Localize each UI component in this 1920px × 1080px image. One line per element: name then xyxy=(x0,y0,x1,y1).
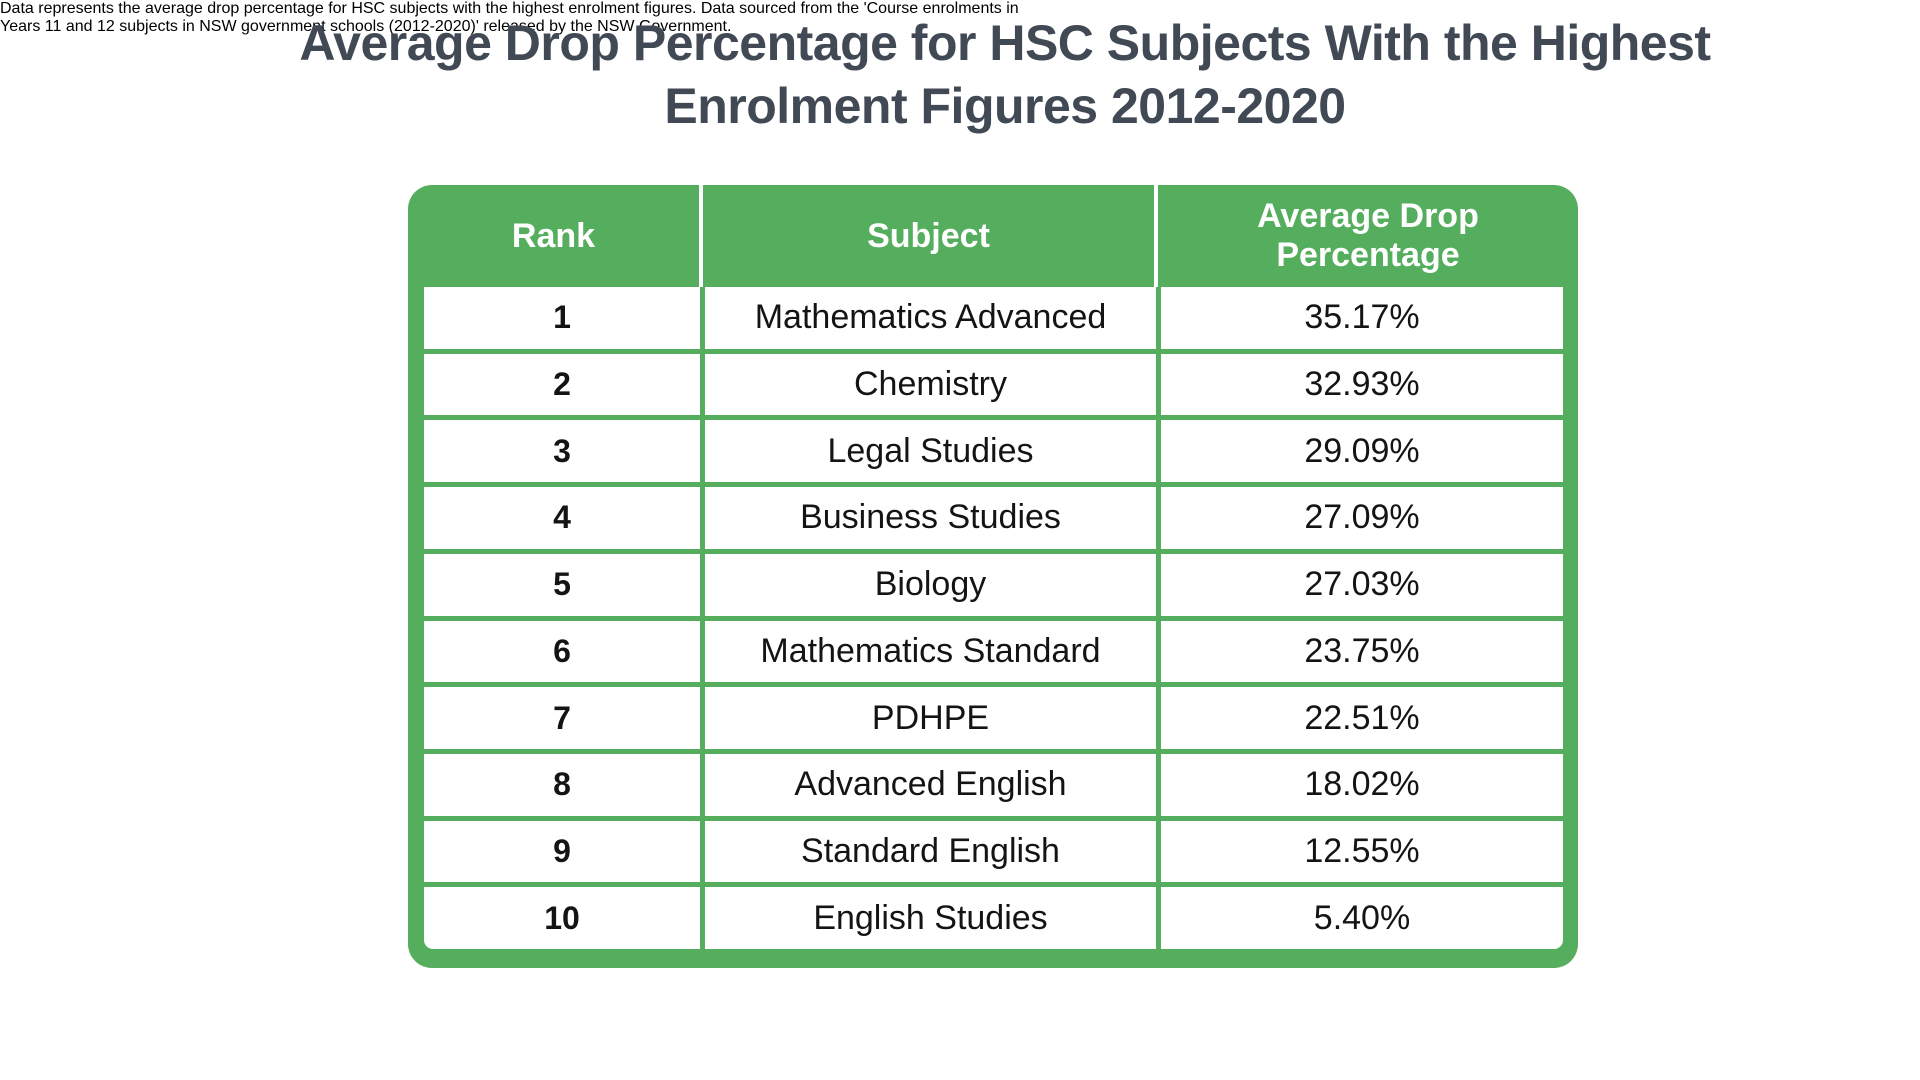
table-row: 5 Biology 27.03% xyxy=(424,553,1563,616)
table-row: 2 Chemistry 32.93% xyxy=(424,353,1563,416)
subject-cell: English Studies xyxy=(705,887,1156,950)
table-header-row: Rank Subject Average Drop Percentage xyxy=(408,185,1578,287)
header-cell-average-drop: Average Drop Percentage xyxy=(1158,185,1578,287)
drop-percentage-table: Rank Subject Average Drop Percentage 1 Ma… xyxy=(408,185,1578,968)
subject-cell: Mathematics Advanced xyxy=(705,287,1156,349)
header-cell-average-drop-label: Average Drop Percentage xyxy=(1257,196,1479,274)
subject-cell: Standard English xyxy=(705,820,1156,883)
subject-cell: PDHPE xyxy=(705,687,1156,749)
table-row: 1 Mathematics Advanced 35.17% xyxy=(424,287,1563,349)
rank-cell: 4 xyxy=(424,487,700,549)
table-row: 3 Legal Studies 29.09% xyxy=(424,420,1563,483)
subject-cell: Mathematics Standard xyxy=(705,620,1156,683)
avg-drop-cell: 22.51% xyxy=(1161,687,1563,749)
avg-drop-cell: 27.03% xyxy=(1161,553,1563,616)
rank-cell: 9 xyxy=(424,820,700,883)
rank-cell: 7 xyxy=(424,687,700,749)
rank-cell: 6 xyxy=(424,620,700,683)
source-note-line-2: Years 11 and 12 subjects in NSW governme… xyxy=(0,18,732,35)
rank-cell: 1 xyxy=(424,287,700,349)
rank-cell: 3 xyxy=(424,420,700,483)
subject-cell: Chemistry xyxy=(705,353,1156,416)
subject-cell: Biology xyxy=(705,553,1156,616)
avg-drop-cell: 18.02% xyxy=(1161,753,1563,816)
rank-cell: 8 xyxy=(424,753,700,816)
subject-cell: Advanced English xyxy=(705,753,1156,816)
avg-drop-cell: 27.09% xyxy=(1161,487,1563,549)
header-cell-rank: Rank xyxy=(511,216,596,255)
table-row: 10 English Studies 5.40% xyxy=(424,887,1563,950)
page-title-line-2: Enrolment Figures 2012-2020 xyxy=(664,78,1346,134)
rank-cell: 10 xyxy=(424,887,700,950)
table-row: 9 Standard English 12.55% xyxy=(424,820,1563,883)
table-body: 1 Mathematics Advanced 35.17% 2 Chemistry 32.… xyxy=(424,287,1563,950)
table-row: 6 Mathematics Standard 23.75% xyxy=(424,620,1563,683)
table-row: 4 Business Studies 27.09% xyxy=(424,487,1563,549)
header-cell-subject: Subject xyxy=(699,185,1158,287)
page-title: Average Drop Percentage for HSC Subjects… xyxy=(90,12,1920,138)
avg-drop-cell: 5.40% xyxy=(1161,887,1563,950)
rank-cell: 2 xyxy=(424,353,700,416)
subject-cell: Business Studies xyxy=(705,487,1156,549)
rank-cell: 5 xyxy=(424,553,700,616)
avg-drop-cell: 35.17% xyxy=(1161,287,1563,349)
page-title-line-1: Average Drop Percentage for HSC Subjects… xyxy=(299,15,1711,71)
avg-drop-cell: 32.93% xyxy=(1161,353,1563,416)
source-note-line-1: Data represents the average drop percent… xyxy=(0,0,1019,17)
avg-drop-cell: 12.55% xyxy=(1161,820,1563,883)
table-row: 7 PDHPE 22.51% xyxy=(424,687,1563,749)
subject-cell: Legal Studies xyxy=(705,420,1156,483)
table-row: 8 Advanced English 18.02% xyxy=(424,753,1563,816)
avg-drop-cell: 29.09% xyxy=(1161,420,1563,483)
avg-drop-cell: 23.75% xyxy=(1161,620,1563,683)
